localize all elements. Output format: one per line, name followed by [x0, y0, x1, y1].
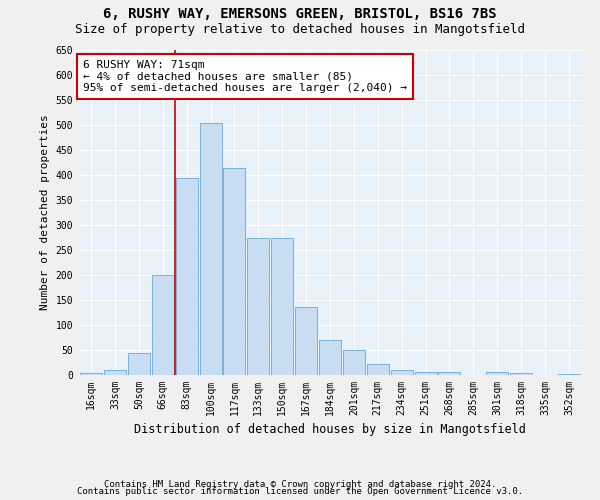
Bar	[343, 350, 365, 375]
Bar	[271, 238, 293, 375]
Bar	[415, 372, 437, 375]
Text: 6, RUSHY WAY, EMERSONS GREEN, BRISTOL, BS16 7BS: 6, RUSHY WAY, EMERSONS GREEN, BRISTOL, B…	[103, 8, 497, 22]
Bar	[439, 372, 460, 375]
Bar	[486, 372, 508, 375]
Text: Contains HM Land Registry data © Crown copyright and database right 2024.: Contains HM Land Registry data © Crown c…	[104, 480, 496, 489]
Text: Contains public sector information licensed under the Open Government Licence v3: Contains public sector information licen…	[77, 487, 523, 496]
Bar	[391, 370, 413, 375]
Bar	[223, 168, 245, 375]
Bar	[80, 372, 102, 375]
X-axis label: Distribution of detached houses by size in Mangotsfield: Distribution of detached houses by size …	[134, 424, 526, 436]
Text: Size of property relative to detached houses in Mangotsfield: Size of property relative to detached ho…	[75, 22, 525, 36]
Bar	[247, 238, 269, 375]
Bar	[319, 340, 341, 375]
Bar	[295, 306, 317, 375]
Bar	[152, 275, 174, 375]
Bar	[176, 178, 197, 375]
Text: 6 RUSHY WAY: 71sqm
← 4% of detached houses are smaller (85)
95% of semi-detached: 6 RUSHY WAY: 71sqm ← 4% of detached hous…	[83, 60, 407, 93]
Bar	[367, 364, 389, 375]
Bar	[200, 122, 221, 375]
Bar	[128, 352, 150, 375]
Y-axis label: Number of detached properties: Number of detached properties	[40, 114, 50, 310]
Bar	[510, 372, 532, 375]
Bar	[104, 370, 126, 375]
Bar	[558, 374, 580, 375]
